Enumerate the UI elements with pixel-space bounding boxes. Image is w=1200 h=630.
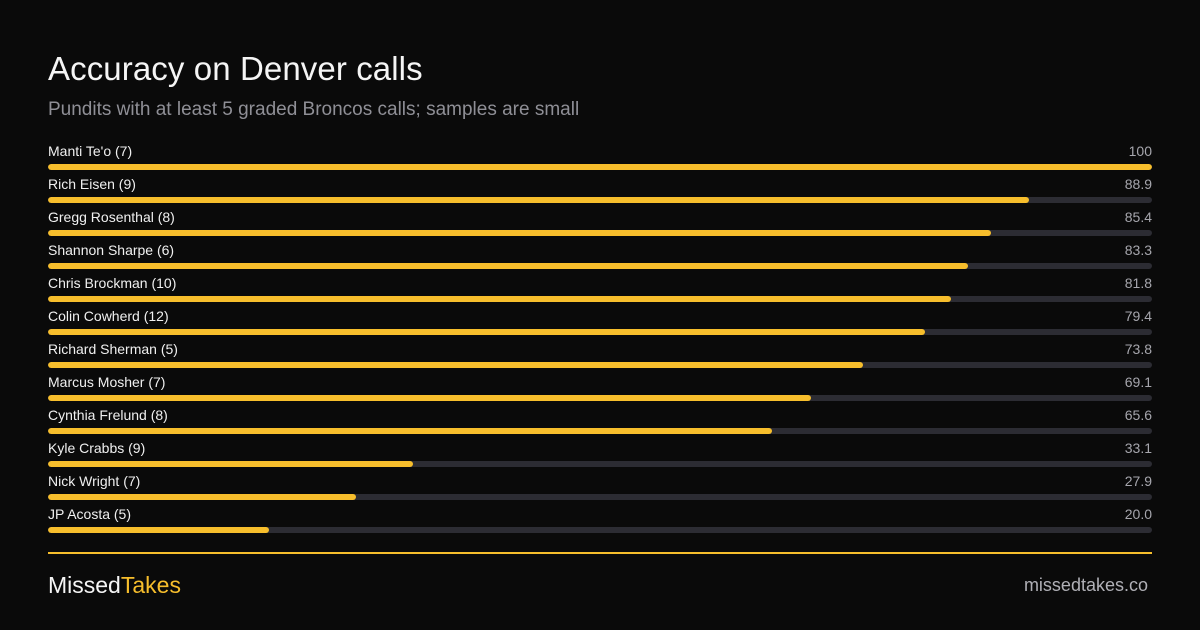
bar-chart: Manti Te'o (7) 100 Rich Eisen (9) 88.9 Gregg… [48,143,1152,539]
bar-label: Richard Sherman (5) [48,341,178,357]
bar-label: Colin Cowherd (12) [48,308,169,324]
bar-value-label: 20.0 [1124,506,1152,522]
bar [48,428,773,434]
bar [48,395,811,401]
bar-label: Kyle Crabbs (9) [48,440,146,456]
bar-row: Nick Wright (7) 27.9 [48,473,1152,506]
bar-label: JP Acosta (5) [48,506,132,522]
bar-value-label: 27.9 [1124,473,1152,489]
bar [48,263,968,269]
bar-row: Chris Brockman (10) 81.8 [48,275,1152,308]
bar-label: Shannon Sharpe (6) [48,242,175,258]
bar [48,461,414,467]
bar-label: Chris Brockman (10) [48,275,177,291]
site-url: missedtakes.co [1023,575,1148,595]
bar [48,164,1152,170]
bar-label: Nick Wright (7) [48,473,141,489]
bar-row: JP Acosta (5) 20.0 [48,506,1152,539]
brand-name-part1: Missed [48,572,121,598]
bar-row: Rich Eisen (9) 88.9 [48,176,1152,209]
bar [48,230,991,236]
bar-value-label: 81.8 [1124,275,1152,291]
bar-track [48,296,1152,302]
bar-value-label: 100 [1128,143,1152,159]
bar-track [48,329,1152,335]
bar [48,329,925,335]
bar-track [48,197,1152,203]
bar-value-label: 85.4 [1124,209,1152,225]
bar-track [48,428,1152,434]
bar-track [48,461,1152,467]
brand-name-part2: Takes [120,572,181,598]
bar-value-label: 88.9 [1124,176,1152,192]
bar-track [48,494,1152,500]
bar-row: Marcus Mosher (7) 69.1 [48,374,1152,407]
bar [48,197,1030,203]
bar-track [48,395,1152,401]
bar-value-label: 33.1 [1124,440,1152,456]
bar-value-label: 73.8 [1124,341,1152,357]
bar-row: Colin Cowherd (12) 79.4 [48,308,1152,341]
bar-row: Gregg Rosenthal (8) 85.4 [48,209,1152,242]
bar-label: Marcus Mosher (7) [48,374,166,390]
bar [48,527,269,533]
brand-logo: MissedTakes [48,572,181,599]
footer-divider [48,552,1152,554]
bar-row: Shannon Sharpe (6) 83.3 [48,242,1152,275]
bar-row: Richard Sherman (5) 73.8 [48,341,1152,374]
bar-label: Rich Eisen (9) [48,176,136,192]
bar [48,296,952,302]
bar-track [48,527,1152,533]
bar-row: Kyle Crabbs (9) 33.1 [48,440,1152,473]
bar-label: Manti Te'o (7) [48,143,133,159]
bar-value-label: 65.6 [1124,407,1152,423]
bar-value-label: 83.3 [1124,242,1152,258]
bar-track [48,362,1152,368]
bar-label: Gregg Rosenthal (8) [48,209,175,225]
chart-subtitle: Pundits with at least 5 graded Broncos c… [48,99,580,120]
bar [48,362,863,368]
bar-label: Cynthia Frelund (8) [48,407,168,423]
bar-track [48,230,1152,236]
bar-value-label: 69.1 [1124,374,1152,390]
chart-title: Accuracy on Denver calls [48,50,423,87]
bar [48,494,357,500]
bar-track [48,263,1152,269]
bar-row: Manti Te'o (7) 100 [48,143,1152,176]
bar-row: Cynthia Frelund (8) 65.6 [48,407,1152,440]
bar-value-label: 79.4 [1124,308,1152,324]
bar-track [48,164,1152,170]
